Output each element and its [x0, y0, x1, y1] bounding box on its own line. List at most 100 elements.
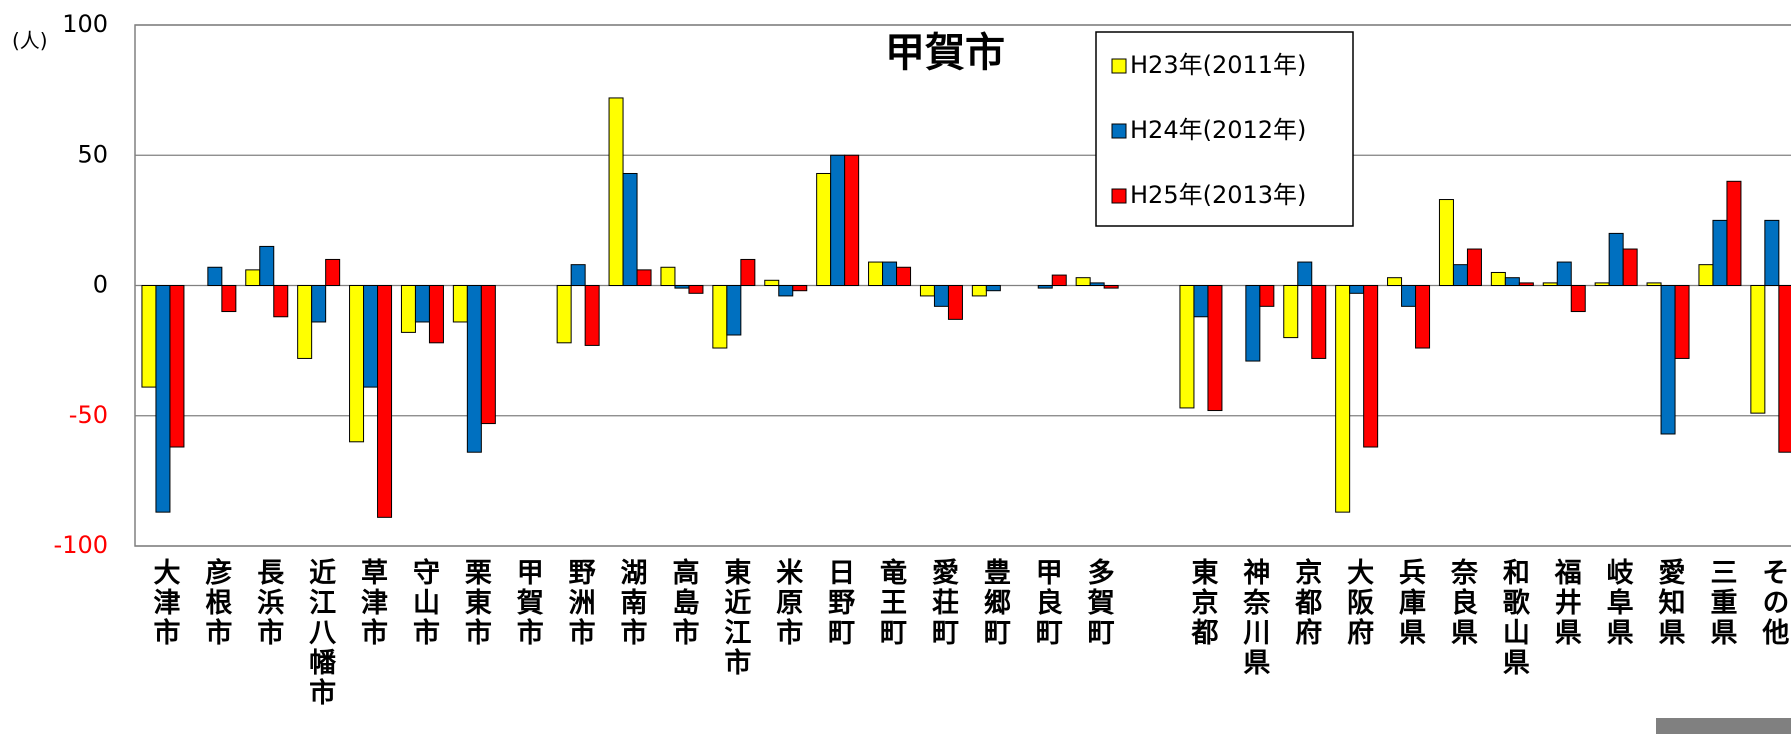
bar [1415, 285, 1431, 349]
y-tick-label: 0 [93, 271, 108, 299]
x-tick-label: 長浜市 [252, 558, 284, 648]
bar [1542, 282, 1558, 286]
x-tick-label: 奈良県 [1446, 558, 1479, 648]
bar [325, 258, 341, 287]
bar [1037, 285, 1053, 289]
x-tick-label: 栗東市 [460, 558, 492, 648]
bar [1401, 285, 1417, 307]
bar [584, 285, 600, 346]
bar [311, 285, 327, 323]
bar [377, 285, 393, 518]
bar [622, 172, 638, 286]
x-tick-label: 東京都 [1186, 558, 1219, 648]
bar [1179, 285, 1195, 409]
x-tick-label: 高島市 [667, 557, 699, 648]
x-tick-label: 甲賀市 [512, 558, 544, 648]
bar [466, 285, 482, 453]
bar [830, 154, 846, 286]
x-tick-label: 豊郷町 [979, 558, 1011, 648]
bar [985, 285, 1001, 292]
y-tick-label: 50 [77, 140, 108, 168]
bar [868, 261, 884, 286]
legend-label: H25年(2013年) [1130, 181, 1306, 209]
x-tick-label: 多賀町 [1083, 558, 1115, 648]
bar [1297, 261, 1313, 286]
x-tick-label: 湖南市 [616, 558, 648, 648]
bar [480, 285, 496, 425]
y-tick-label: -100 [54, 531, 108, 559]
x-tick-label: 大津市 [148, 558, 180, 648]
x-tick-label: 日野町 [823, 558, 855, 648]
bar [428, 285, 444, 344]
bar [245, 269, 261, 286]
x-tick-label: 竜王町 [875, 557, 907, 648]
bar [1438, 199, 1454, 286]
x-tick-label: 和歌山県 [1498, 558, 1530, 678]
bar [674, 285, 690, 289]
bar [349, 285, 365, 443]
bar [636, 269, 652, 286]
bar [688, 285, 704, 294]
x-tick-label: 甲良町 [1031, 558, 1062, 648]
bar [792, 285, 808, 292]
bar [1594, 282, 1610, 286]
bar [1712, 219, 1728, 286]
bar [608, 97, 624, 286]
bar [712, 285, 728, 349]
x-tick-label: 神奈川県 [1238, 558, 1271, 678]
bar [778, 285, 794, 297]
bar [363, 285, 379, 388]
bar [764, 279, 780, 287]
bar [1646, 282, 1662, 286]
bar [844, 154, 860, 286]
x-tick-label: 野洲市 [564, 558, 596, 648]
legend-swatch [1111, 58, 1127, 74]
bar [971, 285, 987, 297]
x-tick-label: 愛知県 [1654, 558, 1686, 648]
bar [816, 172, 832, 286]
bar [933, 285, 949, 307]
bar [297, 285, 313, 359]
bar [882, 261, 898, 286]
bar [1504, 277, 1520, 286]
bar [1387, 277, 1403, 286]
bar [1335, 285, 1351, 513]
y-axis-label: (人) [12, 29, 48, 53]
bar [1103, 285, 1119, 289]
bar [207, 266, 223, 287]
bar [1698, 264, 1714, 287]
x-tick-label: 草津市 [356, 558, 388, 648]
legend-swatch [1111, 188, 1127, 204]
x-tick-label: 愛荘町 [927, 558, 959, 648]
bar [273, 285, 289, 318]
x-tick-label: 福井県 [1550, 558, 1583, 648]
bar [221, 285, 237, 313]
bar [1349, 285, 1365, 294]
bar [1259, 285, 1275, 307]
bar [1193, 285, 1209, 318]
corner-block [1656, 718, 1791, 734]
bar [919, 285, 935, 297]
bar [1726, 180, 1742, 286]
bar [660, 266, 676, 287]
bar [1311, 285, 1327, 359]
x-tick-label: 近江八幡市 [304, 558, 336, 708]
bar [1674, 285, 1690, 359]
y-tick-label: 100 [62, 10, 108, 38]
bar [1089, 282, 1105, 286]
bar [947, 285, 963, 320]
bar [400, 285, 416, 333]
bar [896, 266, 912, 287]
x-tick-label: 守山市 [408, 557, 440, 648]
bar [1466, 248, 1482, 286]
bar [1570, 285, 1586, 313]
bar [1764, 219, 1780, 286]
bar [141, 285, 157, 388]
x-tick-label: 米原市 [771, 558, 803, 648]
bar [1608, 232, 1624, 286]
legend-swatch [1111, 123, 1127, 139]
bar [1622, 248, 1638, 286]
bar [1283, 285, 1299, 339]
